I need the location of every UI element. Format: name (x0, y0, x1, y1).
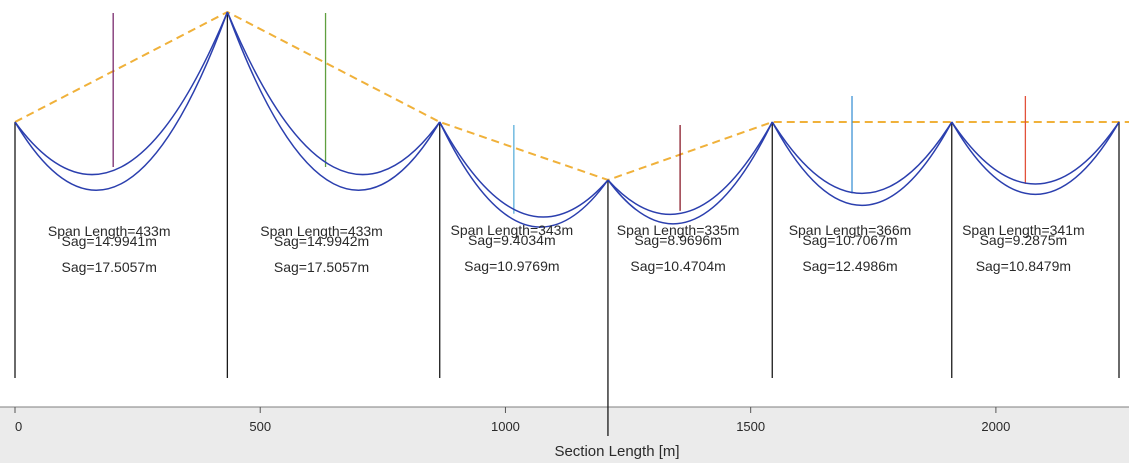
conductor-span-4-b (607, 121, 773, 225)
span-length-label-5: Span Length=366m (789, 222, 912, 238)
conductor-span-2-b (226, 11, 441, 191)
span-length-label-3: Span Length=343m (451, 222, 574, 238)
span-labels-layer: Span Length=433mSag=14.9941mSag=17.5057m… (48, 222, 1085, 275)
conductor-span-1-b (14, 11, 229, 191)
sag-label-a-2: Sag=14.9942m (274, 233, 369, 249)
conductor-span-4-a (607, 121, 773, 216)
conductor-span-3-b (439, 121, 609, 228)
sag-label-b-2: Sag=17.5057m (274, 259, 369, 275)
span-length-label-6: Span Length=341m (962, 222, 1085, 238)
sag-label-b-3: Sag=10.9769m (464, 258, 559, 274)
x-axis-label: Section Length [m] (554, 443, 679, 460)
conductor-span-5-b (771, 121, 953, 207)
x-tick-label-1000: 1000 (491, 419, 520, 434)
x-tick-label-0: 0 (15, 419, 22, 434)
conductors-layer (14, 11, 1120, 228)
conductor-span-3-a (439, 121, 609, 218)
conductor-span-2-a (226, 11, 441, 176)
x-axis-band (0, 407, 1129, 463)
sag-label-b-1: Sag=17.5057m (62, 259, 157, 275)
sag-label-a-4: Sag=8.9696m (634, 232, 722, 248)
towers-layer (14, 12, 1120, 436)
x-tick-label-500: 500 (249, 419, 271, 434)
envelope-layer (14, 10, 1129, 182)
span-length-label-4: Span Length=335m (617, 222, 740, 238)
x-tick-label-2000: 2000 (981, 419, 1010, 434)
sag-label-a-3: Sag=9.4034m (468, 232, 556, 248)
x-ticks-layer: 0 500 1000 1500 2000 (14, 407, 1010, 434)
span-length-label-2: Span Length=433m (260, 223, 383, 239)
sag-label-b-4: Sag=10.4704m (630, 258, 725, 274)
conductor-span-1-a (14, 11, 229, 176)
conductor-span-6-a (951, 121, 1120, 185)
envelope-line (14, 10, 1129, 182)
conductor-span-6-b (951, 121, 1120, 195)
sag-label-b-6: Sag=10.8479m (976, 258, 1071, 274)
sag-label-a-5: Sag=10.7067m (802, 232, 897, 248)
x-tick-label-1500: 1500 (736, 419, 765, 434)
sag-label-b-5: Sag=12.4986m (802, 258, 897, 274)
sag-label-a-6: Sag=9.2875m (980, 232, 1068, 248)
sag-label-a-1: Sag=14.9941m (62, 233, 157, 249)
span-length-label-1: Span Length=433m (48, 223, 171, 239)
conductor-span-5-a (771, 121, 953, 194)
sag-markers-layer (112, 13, 1027, 214)
